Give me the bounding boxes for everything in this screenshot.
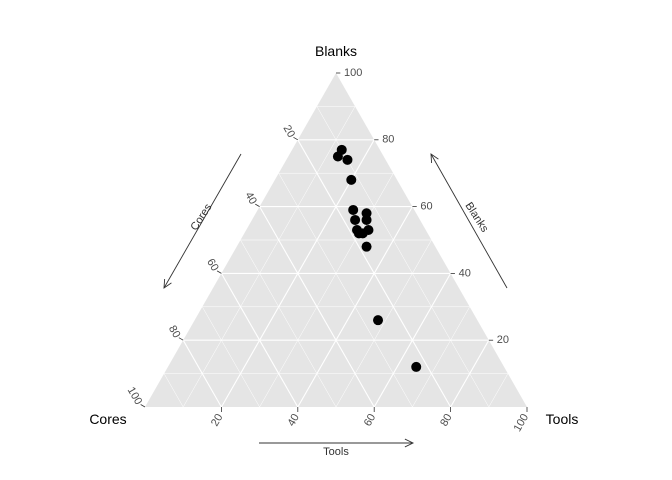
- gridline-cores: [202, 306, 260, 408]
- tick-label-blanks: 100: [344, 67, 362, 79]
- data-points: [332, 144, 422, 372]
- arrow-blanks-head: [430, 153, 439, 164]
- tick-cores: [255, 203, 260, 207]
- vertex-label-left: Cores: [89, 411, 126, 427]
- gridline-cores: [182, 339, 222, 408]
- tick-label-cores: 20: [281, 123, 298, 140]
- gridline-tools: [412, 306, 470, 408]
- gridline-cores: [240, 239, 337, 408]
- data-point: [411, 361, 422, 372]
- tick-label-tools: 20: [209, 412, 226, 429]
- axis-title-cores: Cores: [188, 201, 214, 233]
- grid-major: [182, 139, 490, 408]
- gridline-tools: [450, 339, 490, 408]
- data-point: [361, 214, 372, 225]
- data-point: [346, 174, 357, 185]
- tick-labels: 20 20 20 40 40 40 60 60 60 80 80 80 100 100 100: [125, 67, 531, 434]
- gridline-tools: [335, 239, 432, 408]
- tick-cores: [140, 404, 146, 408]
- tick-label-cores: 100: [125, 385, 145, 407]
- tick-cores: [293, 136, 298, 141]
- tick-label-cores: 60: [204, 257, 221, 274]
- gridline-tools: [373, 273, 452, 408]
- gridline-cores: [278, 173, 413, 408]
- data-point: [342, 154, 353, 165]
- gridline-tools: [297, 206, 413, 408]
- data-point: [363, 224, 374, 235]
- arrow-blanks: [430, 153, 508, 289]
- tick-label-cores: 40: [242, 190, 259, 207]
- data-point: [361, 241, 372, 252]
- gridline-cores: [220, 273, 299, 408]
- gridline-tools: [182, 106, 356, 408]
- gridline-tools: [488, 373, 509, 408]
- gridline-cores: [259, 206, 375, 408]
- tick-label-tools: 100: [512, 412, 532, 434]
- tick-label-tools: 60: [362, 412, 379, 429]
- arrow-cores-head: [163, 278, 172, 289]
- axis-arrows: [163, 153, 508, 448]
- data-point: [332, 151, 343, 162]
- vertex-label-top: Blanks: [315, 43, 357, 59]
- arrow-tools-head: [404, 438, 415, 448]
- grid-minor: [163, 106, 509, 408]
- tick-label-blanks: 20: [497, 334, 509, 346]
- tick-label-blanks: 60: [420, 201, 432, 213]
- arrow-cores: [163, 153, 242, 289]
- vertex-label-right: Tools: [546, 411, 579, 427]
- tick-label-cores: 80: [166, 324, 183, 341]
- tick-label-blanks: 80: [382, 134, 394, 146]
- tick-cores: [216, 270, 222, 274]
- data-point: [373, 315, 384, 326]
- gridline-cores: [163, 373, 184, 408]
- tick-marks: [140, 72, 528, 412]
- tick-label-tools: 40: [285, 412, 302, 429]
- tick-label-tools: 80: [438, 412, 455, 429]
- tick-cores: [178, 337, 184, 341]
- data-point: [348, 204, 359, 215]
- data-point: [350, 214, 361, 225]
- axis-title-tools: Tools: [323, 446, 349, 458]
- tick-label-blanks: 40: [459, 267, 471, 279]
